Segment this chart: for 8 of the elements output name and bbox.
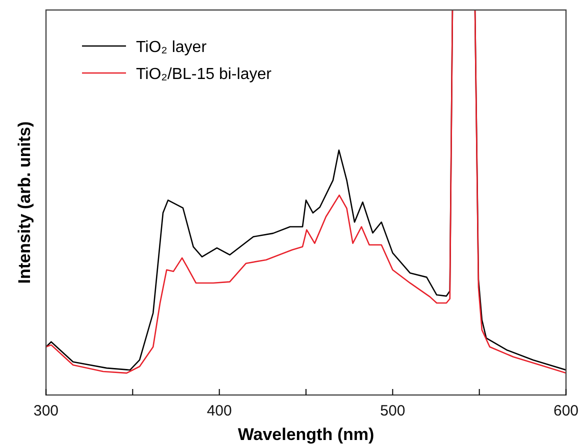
legend-label: TiO₂ layer [136, 39, 208, 56]
x-axis-title: Wavelength (nm) [238, 425, 374, 444]
x-tick-label: 400 [206, 402, 232, 420]
x-tick-label: 600 [553, 402, 579, 420]
legend-label: TiO₂/BL-15 bi-layer [136, 66, 272, 83]
x-tick-label: 300 [33, 402, 59, 420]
x-tick-label: 500 [380, 402, 406, 420]
y-axis-title: Intensity (arb. units) [15, 121, 34, 284]
